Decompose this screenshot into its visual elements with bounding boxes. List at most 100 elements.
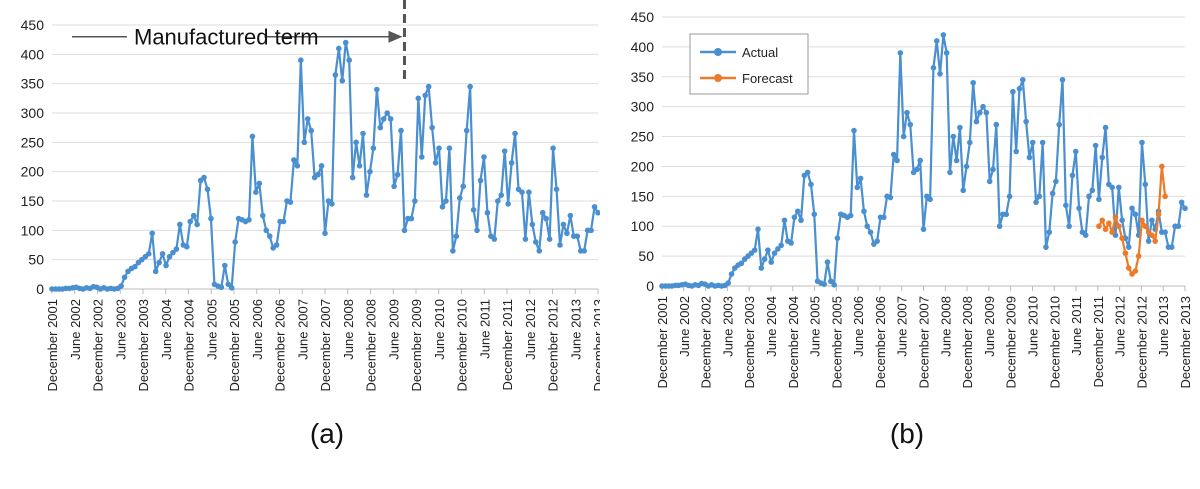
x-tick-label: December 2007: [318, 299, 333, 392]
x-tick-label: June 2005: [808, 296, 823, 357]
x-tick-label: December 2012: [546, 299, 561, 392]
data-point: [367, 168, 373, 175]
actual-point: [798, 217, 804, 224]
forecast-point: [1112, 214, 1119, 221]
x-tick-label: June 2003: [113, 299, 128, 360]
data-point: [256, 180, 263, 187]
data-point: [387, 116, 394, 122]
forecast-point: [1149, 232, 1155, 238]
x-tick-label: June 2011: [1069, 296, 1084, 356]
data-point: [591, 204, 598, 210]
actual-point: [993, 121, 1000, 128]
data-point: [232, 239, 238, 245]
x-tick-label: December 2003: [136, 299, 151, 392]
legend-swatch-marker: [714, 48, 722, 56]
actual-point: [851, 127, 857, 134]
forecast-point: [1125, 265, 1132, 271]
actual-point: [1102, 124, 1109, 131]
chart-panel-a: 0 50 100 150 200 250 300 350 400 450 December 2001…: [21, 0, 600, 449]
actual-point: [854, 184, 861, 191]
data-point: [159, 251, 166, 257]
data-point: [394, 171, 401, 178]
actual-point: [874, 238, 880, 244]
data-point: [501, 148, 508, 154]
actual-point: [1168, 244, 1175, 250]
actual-point: [758, 265, 765, 271]
legend: Actual Forecast: [689, 33, 809, 95]
data-point: [450, 248, 456, 254]
data-point: [346, 57, 352, 63]
x-tick-label: December 2006: [873, 296, 888, 389]
data-point: [322, 230, 328, 237]
actual-point: [927, 196, 933, 203]
x-tick-label: December 2004: [182, 299, 197, 392]
actual-point: [1149, 217, 1155, 224]
data-point: [522, 236, 529, 242]
y-tick-label: 200: [21, 164, 45, 180]
data-point: [304, 116, 311, 122]
y-tick-label: 400: [21, 46, 45, 62]
data-point: [474, 227, 480, 234]
forecast-point: [1109, 229, 1115, 235]
actual-point: [917, 157, 923, 164]
actual-point: [1178, 199, 1185, 206]
x-tick-label: December 2010: [455, 299, 470, 392]
data-point: [574, 233, 581, 239]
x-tick-label: June 2008: [341, 299, 356, 360]
actual-point: [983, 109, 990, 116]
data-point: [539, 209, 546, 216]
actual-point: [1026, 154, 1033, 161]
actual-point: [788, 240, 794, 246]
actual-point: [1043, 244, 1049, 250]
data-point: [408, 215, 415, 222]
data-point: [287, 199, 294, 205]
actual-point: [950, 133, 957, 140]
panel-caption-a: (a): [309, 418, 345, 449]
data-point: [273, 242, 280, 248]
x-tick-label: June 2003: [720, 296, 735, 357]
actual-point: [947, 169, 953, 176]
data-point: [170, 249, 176, 256]
data-point: [391, 183, 397, 190]
actual-point: [1003, 211, 1010, 218]
x-tick-label: December 2009: [409, 299, 424, 392]
data-point: [177, 221, 183, 228]
data-point: [308, 127, 314, 134]
x-tick-label: December 2003: [742, 296, 757, 389]
data-point: [249, 133, 256, 140]
x-tick-label: June 2007: [895, 296, 910, 357]
data-point: [145, 251, 152, 257]
actual-point: [751, 247, 758, 253]
actual-point: [1119, 217, 1125, 224]
data-point: [121, 274, 128, 281]
data-point: [218, 284, 225, 291]
actual-point: [728, 271, 735, 277]
actual-point: [1125, 244, 1132, 250]
actual-point: [1129, 205, 1135, 212]
forecast-point: [1142, 223, 1149, 230]
data-point: [360, 130, 366, 137]
x-tick-label: June 2009: [386, 299, 401, 360]
data-point: [481, 154, 487, 160]
data-point: [519, 189, 525, 195]
data-point: [173, 246, 180, 252]
actual-point: [1115, 184, 1122, 191]
data-point: [363, 192, 370, 198]
data-point: [166, 253, 173, 260]
data-point: [453, 233, 460, 239]
actual-point: [1049, 190, 1056, 197]
x-tick-label: December 2006: [273, 299, 288, 392]
actual-point: [1046, 229, 1053, 235]
x-tick-label: June 2009: [982, 296, 997, 357]
actual-point: [1132, 211, 1139, 218]
actual-point: [791, 214, 798, 221]
y-tick-label: 100: [631, 218, 655, 234]
legend-box: [689, 33, 809, 95]
data-point: [477, 177, 484, 184]
legend-swatch-marker: [714, 74, 722, 82]
x-tick-label: June 2013: [568, 299, 583, 360]
actual-point: [973, 118, 980, 125]
y-tick-label: 300: [631, 99, 655, 115]
data-point: [436, 145, 442, 151]
actual-point: [1182, 205, 1188, 212]
